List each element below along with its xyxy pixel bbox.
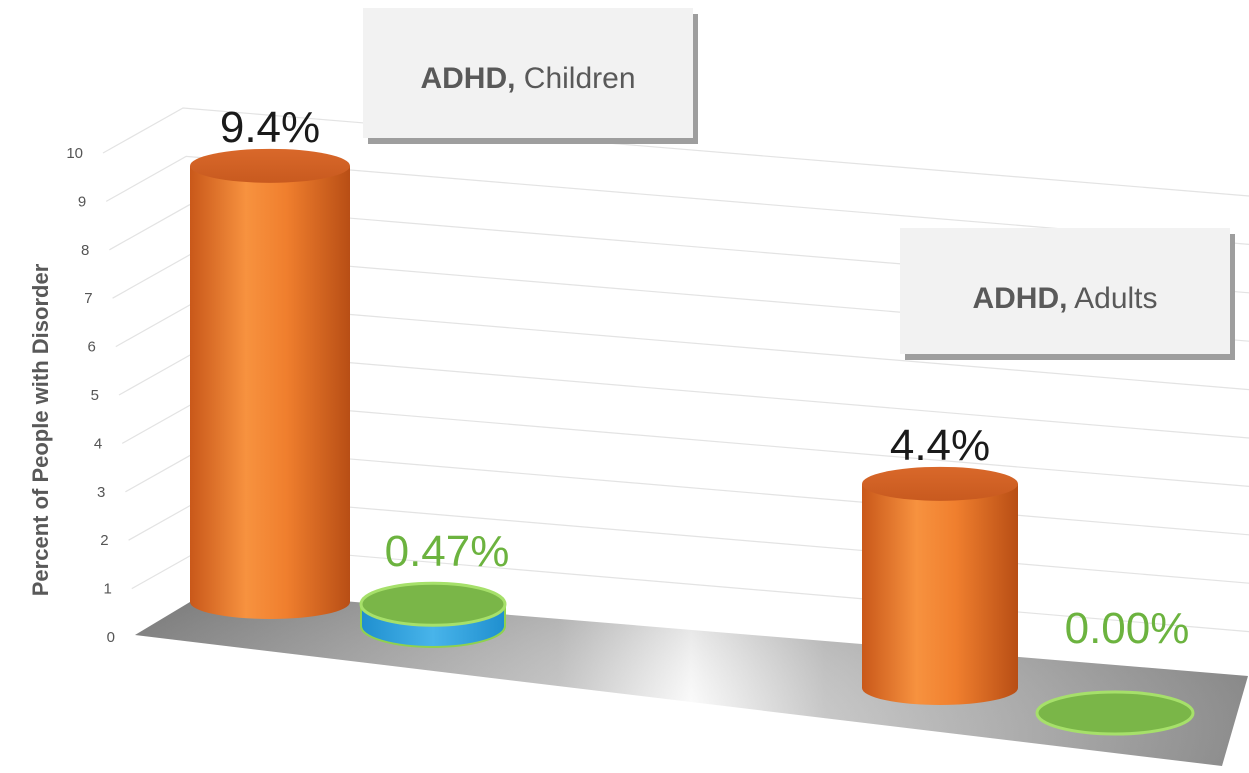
y-tick-label: 3: [97, 484, 105, 501]
svg-text:ADHD, Adults: ADHD, Adults: [972, 282, 1157, 315]
svg-text:ADHD, Children: ADHD, Children: [420, 62, 635, 95]
data-label: 0.47%: [385, 527, 510, 576]
gridline: [109, 204, 1249, 294]
y-tick-label: 1: [103, 581, 111, 598]
category-callout-adults: ADHD, Adults: [900, 228, 1230, 354]
category-name-rest: Children: [524, 62, 636, 95]
category-name-bold: ADHD,: [420, 62, 515, 95]
y-axis-label: Percent of People with Disorder: [28, 263, 53, 596]
gridline: [105, 155, 1249, 245]
chart-marks: 9.4% 0.47% 4.4% 0.00%: [190, 103, 1195, 736]
data-label: 9.4%: [220, 103, 320, 152]
bar: [862, 466, 1018, 705]
bar: [190, 148, 350, 619]
y-tick-label: 2: [100, 532, 108, 549]
category-callout-children: ADHD, Children: [363, 8, 693, 138]
y-tick-label: 0: [107, 629, 115, 646]
y-axis-ticks: 0 1 2 3 4 5 6 7 8 9 10: [66, 145, 115, 646]
y-tick-label: 4: [94, 435, 102, 452]
gridline: [102, 107, 1249, 197]
data-label: 4.4%: [890, 421, 990, 470]
data-label: 0.00%: [1065, 604, 1190, 653]
y-tick-label: 7: [84, 290, 92, 307]
y-tick-label: 10: [66, 145, 83, 162]
category-name-bold: ADHD,: [972, 282, 1067, 315]
bar: [1035, 690, 1195, 736]
category-name-rest: Adults: [1074, 282, 1157, 315]
y-tick-label: 5: [91, 387, 99, 404]
y-tick-label: 9: [78, 193, 86, 210]
y-tick-label: 6: [87, 339, 95, 356]
bar: [359, 581, 507, 648]
y-tick-label: 8: [81, 242, 89, 259]
